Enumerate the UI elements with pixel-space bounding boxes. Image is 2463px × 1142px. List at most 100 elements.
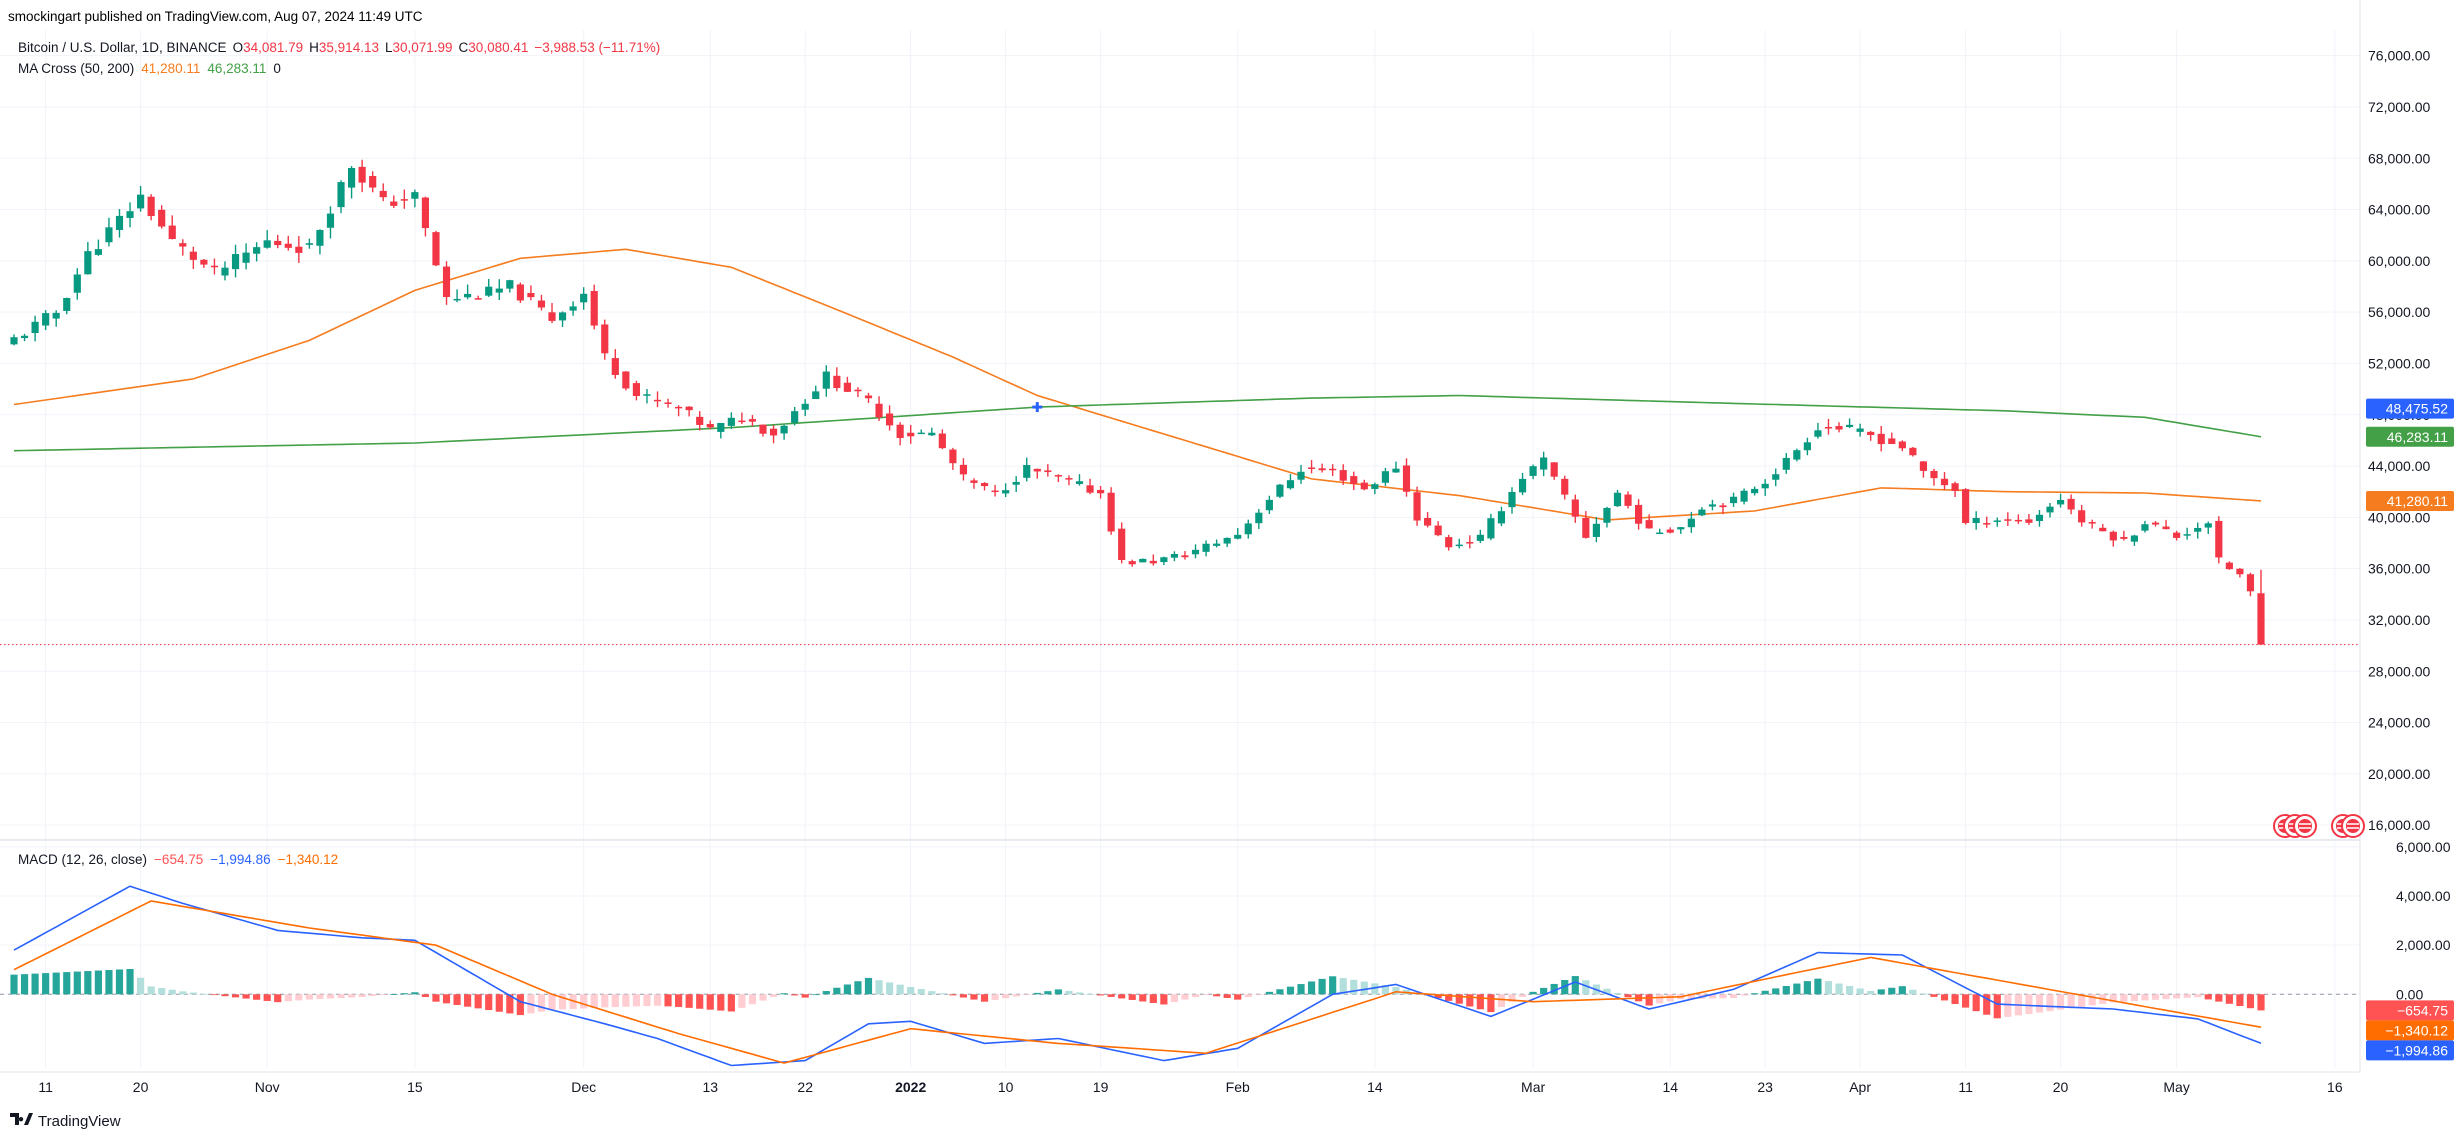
candle-up — [643, 388, 651, 404]
candle-down — [896, 422, 904, 446]
time-tick-label: 16 — [2327, 1079, 2343, 1095]
macd-tick-label: 6,000.00 — [2396, 839, 2451, 855]
us-flag-icon[interactable] — [2293, 814, 2317, 838]
macd-histogram-bar — [379, 994, 387, 996]
macd-histogram-bar — [907, 986, 915, 995]
macd-histogram-bar — [1213, 994, 1221, 997]
price-tick-label: 60,000.00 — [2368, 253, 2430, 269]
candle-up — [569, 301, 577, 316]
macd-histogram-bar — [1814, 978, 1822, 995]
macd-histogram-bar — [1856, 988, 1864, 995]
macd-histogram-bar — [137, 977, 145, 995]
candle-up — [453, 289, 461, 303]
svg-text:−1,994.86: −1,994.86 — [2385, 1042, 2448, 1058]
candle-up — [31, 315, 39, 342]
ohlc-c-value: 30,080.41 — [468, 40, 528, 55]
macd-histogram-bar — [421, 994, 430, 997]
ma-fast-value: 41,280.11 — [141, 61, 200, 76]
price-tick-label: 32,000.00 — [2368, 612, 2430, 628]
macd-histogram-bar — [843, 984, 851, 995]
macd-histogram-bar — [1508, 994, 1516, 1002]
candle-down — [843, 376, 851, 392]
macd-histogram-bar — [2225, 994, 2233, 1004]
candle-up — [2046, 502, 2054, 518]
candle-up — [1508, 487, 1516, 514]
price-tick-label: 36,000.00 — [2368, 561, 2430, 577]
candle-down — [1402, 458, 1411, 497]
candle-up — [326, 206, 335, 239]
macd-histogram-bar — [727, 994, 735, 1012]
candle-down — [1624, 491, 1632, 509]
time-tick-label: 14 — [1662, 1079, 1678, 1095]
macd-histogram-bar — [1128, 994, 1136, 1000]
candle-down — [2109, 530, 2117, 547]
candle-down — [1329, 464, 1337, 476]
macd-histogram-bar — [453, 994, 461, 1006]
symbol-title: Bitcoin / U.S. Dollar, 1D, BINANCE — [18, 40, 227, 55]
candle-up — [1592, 517, 1600, 543]
macd-histogram-bar — [980, 994, 989, 1002]
macd-histogram-bar — [1244, 994, 1252, 998]
macd-histogram-bar — [42, 973, 50, 995]
candle-down — [2014, 514, 2022, 524]
candle-up — [1455, 538, 1463, 549]
tradingview-logo-text: TradingView — [38, 1113, 121, 1130]
ma-cross-marker[interactable] — [1032, 402, 1043, 413]
macd-histogram-bar — [2046, 994, 2054, 1012]
macd-histogram-bar — [179, 991, 187, 995]
grid-lines — [0, 0, 2361, 1073]
candle-up — [464, 284, 472, 300]
macd-histogram-bar — [316, 994, 324, 1000]
candle-up — [1075, 474, 1084, 486]
candle-up — [1803, 437, 1811, 456]
candle-up — [1234, 527, 1242, 540]
us-flag-icon[interactable] — [2341, 814, 2365, 838]
candle-down — [1149, 554, 1157, 566]
candle-down — [1118, 522, 1126, 564]
candle-down — [2162, 519, 2170, 530]
macd-histogram-bar — [115, 969, 124, 995]
time-tick-label: May — [2163, 1079, 2189, 1095]
macd-histogram-bar — [2035, 994, 2044, 1013]
candle-down — [1424, 512, 1432, 528]
candle-up — [812, 385, 820, 400]
time-tick-label: 11 — [38, 1079, 53, 1095]
macd-histogram-bar — [706, 994, 714, 1010]
price-tick-label: 44,000.00 — [2368, 458, 2430, 474]
candle-down — [1096, 485, 1105, 499]
macd-histogram-bar — [464, 994, 472, 1007]
candle-down — [886, 405, 894, 431]
candle-up — [1687, 511, 1695, 533]
publisher-line: smockingart published on TradingView.com… — [8, 9, 423, 24]
candle-up — [558, 311, 567, 327]
macd-histogram-bar — [1824, 981, 1833, 995]
candle-down — [1434, 521, 1442, 537]
macd-histogram-bar — [210, 994, 219, 996]
candle-up — [1529, 464, 1537, 480]
candle-up — [1993, 517, 2001, 527]
macd-histogram-bar — [748, 994, 757, 1005]
candle-down — [2078, 504, 2086, 527]
candle-up — [1023, 457, 1031, 482]
candle-up — [1265, 495, 1273, 514]
macd-histogram-bar — [1002, 994, 1010, 999]
macd-histogram-bar — [812, 994, 820, 996]
macd-histogram-bar — [200, 993, 208, 995]
candle-down — [769, 425, 778, 444]
candle-down — [1033, 468, 1041, 479]
candle-down — [2004, 512, 2012, 526]
svg-text:48,475.52: 48,475.52 — [2386, 401, 2448, 417]
macd-badge: −1,994.86 — [2366, 1040, 2454, 1061]
ohlc-l-value: 30,071.99 — [392, 40, 452, 55]
candle-up — [2035, 510, 2044, 527]
macd-histogram-bar — [94, 970, 102, 995]
candle-down — [1360, 479, 1368, 491]
macd-histogram-bar — [1898, 986, 1906, 995]
candle-down — [1867, 431, 1875, 441]
us-event-flags-group[interactable] — [2273, 814, 2365, 838]
macd-histogram-bar — [10, 974, 18, 995]
macd-histogram-bar — [1719, 994, 1727, 999]
candle-up — [801, 399, 809, 417]
candle-down — [1571, 494, 1579, 523]
